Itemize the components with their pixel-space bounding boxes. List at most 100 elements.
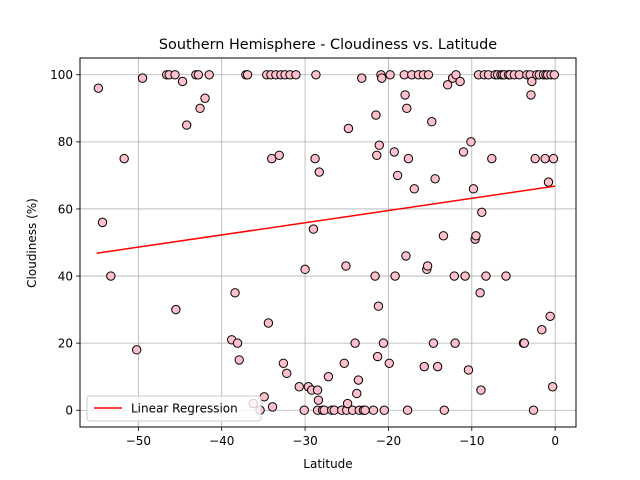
data-point: [308, 224, 319, 234]
data-point: [299, 405, 309, 415]
data-point: [427, 117, 437, 127]
data-point: [419, 361, 429, 372]
data-point: [455, 76, 465, 87]
y-axis-label: Cloudiness (%): [25, 198, 39, 288]
x-tick-label: −40: [209, 434, 234, 448]
data-point: [422, 261, 433, 271]
data-point: [402, 405, 413, 415]
data-point: [312, 385, 323, 395]
data-point: [313, 395, 324, 405]
data-point: [171, 304, 181, 315]
data-point: [131, 345, 142, 355]
y-tick-label: 40: [58, 269, 73, 283]
data-point: [232, 338, 243, 348]
data-point: [352, 388, 362, 399]
y-tick-label: 20: [58, 336, 73, 350]
grid-lines: [80, 58, 576, 427]
data-point: [234, 355, 244, 365]
data-point: [323, 371, 334, 382]
data-point: [548, 153, 559, 164]
data-point: [278, 358, 289, 368]
chart-title: Southern Hemisphere - Cloudiness vs. Lat…: [159, 37, 497, 53]
data-point: [294, 382, 304, 392]
data-point: [379, 405, 389, 415]
data-point: [432, 361, 443, 372]
data-point: [543, 177, 554, 187]
data-point: [392, 170, 403, 181]
x-axis-ticks: −50 −40 −30 −20 −10 0: [126, 427, 559, 448]
data-point: [372, 351, 383, 362]
data-point: [310, 153, 320, 164]
data-point: [385, 70, 395, 80]
data-point: [119, 153, 129, 164]
data-point: [450, 338, 460, 348]
data-point: [527, 76, 537, 87]
data-point: [291, 70, 301, 80]
data-point: [372, 150, 382, 160]
y-tick-label: 80: [58, 135, 73, 149]
x-tick-label: 0: [551, 434, 559, 448]
data-point: [370, 271, 380, 281]
data-point: [137, 73, 148, 83]
y-tick-label: 60: [58, 202, 73, 216]
data-point: [182, 120, 192, 130]
data-point: [430, 174, 440, 184]
data-point: [475, 288, 485, 298]
data-point: [468, 184, 479, 194]
data-point: [549, 70, 560, 80]
x-tick-label: −30: [292, 434, 317, 448]
data-point: [193, 70, 204, 80]
data-point: [343, 123, 354, 134]
data-point: [282, 368, 292, 379]
data-point: [537, 325, 547, 335]
data-point: [374, 140, 384, 150]
data-point: [526, 90, 536, 100]
data-point: [230, 288, 240, 298]
data-point: [360, 405, 370, 415]
data-point: [350, 338, 360, 348]
data-point: [339, 358, 349, 368]
data-points: [93, 70, 560, 415]
x-tick-label: −50: [126, 434, 151, 448]
data-point: [463, 365, 474, 375]
data-point: [476, 385, 486, 395]
data-point: [267, 153, 277, 164]
data-point: [342, 398, 353, 409]
data-point: [274, 150, 284, 160]
data-point: [390, 271, 400, 281]
data-point: [530, 153, 540, 164]
legend: Linear Regression: [86, 395, 262, 422]
y-tick-label: 0: [65, 404, 73, 418]
data-point: [460, 271, 470, 281]
data-point: [401, 251, 411, 261]
data-point: [423, 70, 434, 80]
data-point: [378, 338, 389, 348]
data-point: [106, 271, 116, 281]
data-point: [195, 103, 205, 114]
data-point: [170, 70, 180, 80]
data-point: [368, 405, 379, 415]
x-tick-label: −20: [376, 434, 401, 448]
data-point: [409, 184, 419, 194]
data-point: [438, 231, 449, 241]
data-point: [242, 70, 253, 80]
data-point: [451, 70, 461, 80]
data-point: [400, 90, 410, 100]
data-point: [501, 271, 511, 281]
data-point: [263, 318, 274, 328]
y-axis-ticks: 0 20 40 60 80 100: [50, 68, 80, 418]
data-point: [466, 137, 476, 147]
data-point: [314, 167, 324, 177]
regression-line-path: [96, 185, 556, 254]
data-point: [371, 110, 381, 120]
data-point: [177, 76, 188, 87]
data-point: [547, 382, 558, 392]
data-point: [300, 264, 310, 275]
data-point: [93, 83, 104, 93]
data-point: [402, 103, 412, 114]
data-point: [357, 73, 367, 83]
data-point: [377, 73, 387, 83]
data-point: [389, 147, 399, 157]
data-point: [519, 338, 530, 348]
